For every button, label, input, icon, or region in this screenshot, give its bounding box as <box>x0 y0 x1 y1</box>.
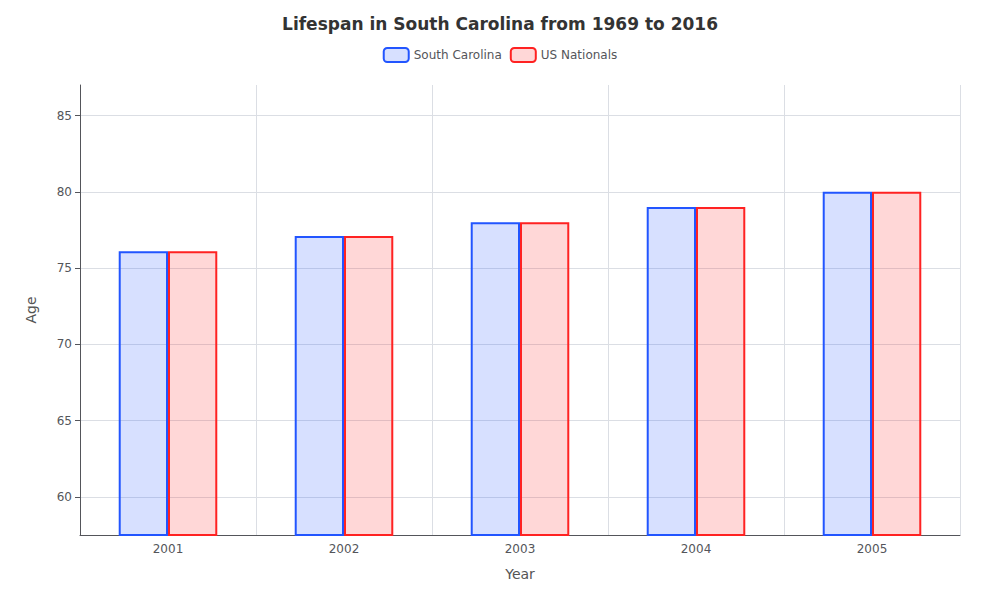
svg-text:85: 85 <box>57 109 72 123</box>
svg-text:80: 80 <box>57 185 72 199</box>
svg-text:Age: Age <box>23 296 39 323</box>
svg-text:2001: 2001 <box>153 542 184 556</box>
svg-text:2004: 2004 <box>681 542 712 556</box>
svg-text:60: 60 <box>57 490 72 504</box>
svg-text:US Nationals: US Nationals <box>541 48 617 62</box>
svg-text:2003: 2003 <box>505 542 536 556</box>
svg-text:Lifespan in South Carolina fro: Lifespan in South Carolina from 1969 to … <box>282 14 718 34</box>
svg-text:75: 75 <box>57 261 72 275</box>
svg-text:70: 70 <box>57 337 72 351</box>
svg-text:2005: 2005 <box>857 542 888 556</box>
svg-text:2002: 2002 <box>329 542 360 556</box>
svg-text:Year: Year <box>504 566 535 582</box>
svg-text:65: 65 <box>57 414 72 428</box>
svg-text:South Carolina: South Carolina <box>414 48 502 62</box>
